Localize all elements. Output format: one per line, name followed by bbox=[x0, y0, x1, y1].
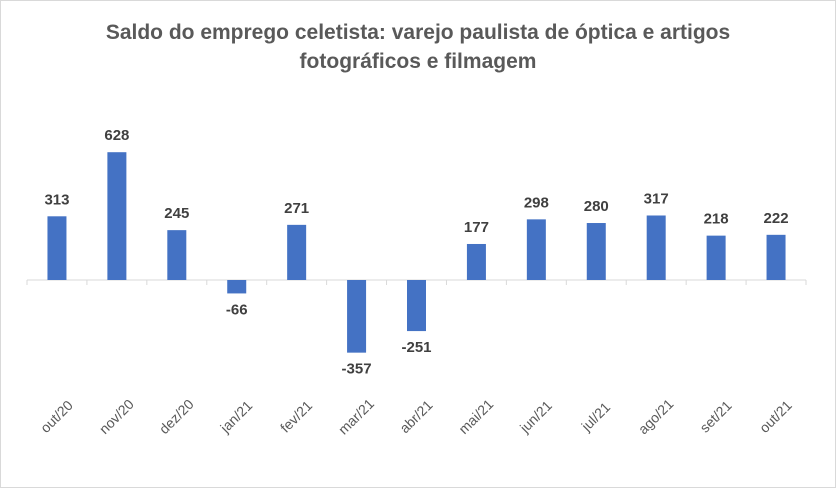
chart-title-line-1: Saldo do emprego celetista: varejo pauli… bbox=[105, 21, 731, 44]
data-label: 271 bbox=[284, 200, 309, 217]
data-label: -66 bbox=[226, 301, 248, 318]
bar-fev-21 bbox=[287, 224, 307, 280]
data-label: 313 bbox=[44, 191, 69, 208]
x-tick-label: out/21 bbox=[756, 397, 795, 436]
x-tick-label: ago/21 bbox=[635, 396, 677, 438]
bar-set-21 bbox=[706, 235, 726, 280]
x-tick-label: nov/20 bbox=[96, 396, 137, 437]
bar-jul-21 bbox=[586, 223, 606, 280]
data-label: 280 bbox=[584, 198, 609, 215]
bar-out-21 bbox=[766, 234, 786, 280]
x-tick-label: dez/20 bbox=[156, 396, 197, 437]
data-label: -251 bbox=[401, 339, 431, 356]
x-tick-label: jan/21 bbox=[216, 397, 255, 436]
x-tick-label: mar/21 bbox=[335, 395, 377, 437]
data-label: 298 bbox=[524, 194, 549, 211]
bar-out-20 bbox=[47, 216, 67, 280]
bar-abr-21 bbox=[407, 280, 426, 332]
bar-jun-21 bbox=[526, 219, 546, 280]
data-label: 245 bbox=[164, 205, 189, 222]
chart-title-line-2: fotográficos e filmagem bbox=[299, 50, 537, 73]
data-label: 222 bbox=[764, 210, 789, 227]
data-label: 628 bbox=[104, 127, 129, 144]
bar-ago-21 bbox=[646, 215, 666, 280]
bar-jan-21 bbox=[227, 280, 247, 294]
bar-dez-20 bbox=[167, 230, 187, 280]
data-label: 317 bbox=[644, 190, 669, 207]
data-label: 218 bbox=[704, 211, 729, 228]
x-tick-label: fev/21 bbox=[277, 397, 315, 435]
bar-mai-21 bbox=[466, 243, 486, 280]
x-tick-label: abr/21 bbox=[396, 397, 436, 437]
bar-nov-20 bbox=[107, 152, 127, 280]
data-label: -357 bbox=[342, 361, 372, 378]
data-label: 177 bbox=[464, 219, 489, 236]
x-tick-label: jun/21 bbox=[516, 397, 555, 436]
x-tick-label: out/20 bbox=[37, 397, 76, 436]
chart-title: Saldo do emprego celetista: varejo pauli… bbox=[0, 18, 836, 76]
x-tick-label: jul/21 bbox=[578, 399, 614, 435]
bar-mar-21 bbox=[347, 280, 367, 353]
x-tick-label: mai/21 bbox=[455, 396, 496, 437]
x-tick-label: set/21 bbox=[696, 397, 734, 435]
